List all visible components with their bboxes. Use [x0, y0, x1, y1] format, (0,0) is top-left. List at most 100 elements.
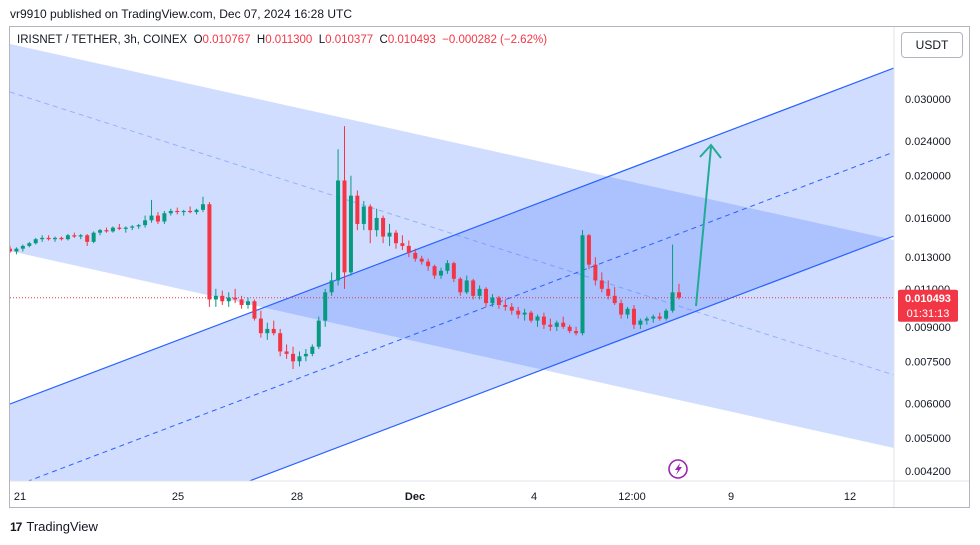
candle-body-39	[258, 318, 263, 334]
candle-body-31	[207, 204, 212, 300]
candle-body-13	[91, 232, 96, 242]
candle-32	[213, 288, 218, 307]
candle-body-60	[393, 232, 398, 244]
candle-4	[33, 237, 38, 245]
candle-94	[612, 287, 617, 305]
candle-body-40	[265, 328, 270, 334]
candle-37	[246, 297, 251, 309]
candle-body-36	[239, 299, 244, 305]
candle-27	[181, 209, 186, 216]
candle-5	[40, 235, 45, 242]
price-tick-10: 0.004200	[905, 466, 951, 478]
last-price-tag: 0.010493 01:31:13	[898, 289, 958, 322]
candle-body-87	[567, 326, 572, 332]
candle-body-23	[155, 215, 160, 222]
candle-68	[445, 260, 450, 274]
candle-11	[78, 233, 83, 240]
price-axis[interactable]: 0.030000 0.024000 0.020000 0.016000 0.013000…	[905, 94, 951, 478]
candle-26	[175, 207, 180, 215]
candle-body-15	[104, 230, 109, 232]
candle-30	[200, 196, 205, 213]
candle-73	[477, 285, 482, 300]
candle-body-29	[194, 209, 199, 213]
candle-body-64	[419, 258, 424, 262]
candle-52	[342, 126, 347, 289]
lightning-icon[interactable]	[668, 459, 688, 479]
candle-body-98	[638, 320, 643, 325]
candle-body-56	[368, 206, 373, 231]
candle-72	[471, 278, 476, 300]
candle-body-57	[374, 217, 379, 231]
candle-body-17	[117, 227, 122, 229]
ascending-channel-upper	[10, 67, 894, 405]
candle-body-11	[78, 235, 83, 237]
candle-14	[98, 228, 103, 236]
candle-100	[651, 314, 656, 323]
descending-channel-fill	[10, 44, 894, 448]
candle-body-95	[619, 303, 624, 315]
candle-body-78	[509, 306, 514, 311]
low-value: 0.010377	[325, 34, 374, 46]
candle-body-65	[426, 261, 431, 267]
candle-body-9	[65, 235, 70, 240]
candle-body-28	[188, 210, 193, 213]
currency-button[interactable]: USDT	[901, 32, 963, 58]
candle-body-88	[574, 331, 579, 334]
time-axis[interactable]: 21 25 28 Dec 4 12:00 9 12	[14, 491, 856, 503]
candle-body-37	[246, 301, 251, 305]
candle-body-26	[175, 210, 180, 213]
candle-body-99	[644, 318, 649, 321]
arrow-drawing[interactable]	[695, 143, 722, 307]
candle-body-104	[677, 292, 681, 298]
candle-body-93	[606, 288, 611, 296]
change-value: −0.000282 (−2.62%)	[442, 34, 548, 46]
candle-38	[252, 299, 257, 321]
close-value: 0.010493	[387, 34, 436, 46]
candle-body-5	[40, 237, 45, 240]
candle-44	[291, 346, 296, 370]
candle-body-97	[631, 308, 636, 325]
symbol-name[interactable]: IRISNET / TETHER, 3h, COINEX	[17, 34, 188, 46]
candle-92	[599, 272, 604, 293]
footer-brand[interactable]: 17 TradingView	[10, 519, 98, 534]
candle-82	[535, 314, 540, 327]
candle-body-45	[297, 356, 302, 362]
candle-body-71	[464, 280, 469, 293]
candle-31	[207, 202, 212, 307]
candle-45	[297, 351, 302, 367]
candle-33	[220, 290, 225, 305]
candle-body-96	[625, 308, 630, 315]
candle-77	[503, 299, 508, 311]
candle-body-19	[130, 226, 135, 228]
candle-56	[368, 204, 373, 244]
candle-28	[188, 206, 193, 214]
candle-47	[310, 344, 315, 357]
candle-body-47	[310, 346, 315, 354]
candle-18	[123, 226, 128, 233]
candle-9	[65, 233, 70, 241]
candle-body-83	[541, 316, 546, 325]
candle-body-100	[651, 316, 656, 319]
candle-20	[136, 223, 141, 229]
candle-body-46	[303, 353, 308, 357]
candle-89	[580, 230, 585, 336]
candle-88	[574, 326, 579, 336]
candle-55	[361, 200, 366, 231]
candle-body-89	[580, 235, 585, 334]
candle-body-85	[554, 322, 559, 327]
candle-body-63	[413, 252, 418, 259]
candle-body-16	[110, 227, 115, 232]
candle-body-81	[529, 312, 534, 321]
candle-body-91	[593, 264, 598, 281]
candle-body-0	[10, 248, 12, 252]
candle-body-59	[387, 232, 392, 237]
candle-body-55	[361, 206, 366, 224]
candle-97	[631, 304, 636, 329]
candle-65	[426, 258, 431, 271]
price-tick-8: 0.006000	[905, 399, 951, 411]
candle-body-90	[586, 235, 591, 265]
time-tick-7: 12	[844, 491, 856, 503]
candle-64	[419, 255, 424, 265]
published-caption: vr9910 published on TradingView.com, Dec…	[10, 7, 352, 21]
